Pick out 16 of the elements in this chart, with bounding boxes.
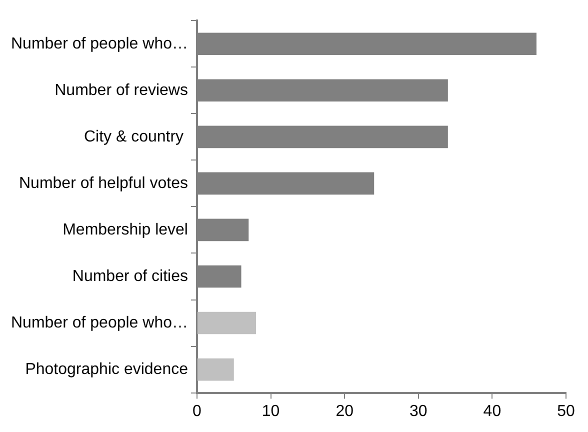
x-tick-label: 50 (557, 402, 575, 420)
x-tick-label: 40 (483, 402, 502, 420)
y-tick-label: Number of reviews (54, 82, 188, 99)
bar (197, 358, 234, 381)
x-tick-label: 30 (409, 402, 428, 420)
y-tick-label: Membership level (62, 221, 188, 238)
y-tick-label: City & country (84, 128, 188, 146)
x-tick-label: 20 (336, 402, 354, 420)
x-tick-label: 0 (192, 402, 202, 420)
y-tick-label: Number of people who… (11, 314, 188, 332)
y-tick-label: Number of cities (72, 268, 188, 285)
x-tick-label: 10 (262, 402, 280, 420)
y-tick-label: Photographic evidence (25, 360, 188, 378)
y-tick-label: Number of people who… (11, 35, 188, 52)
y-tick-label: Number of helpful votes (19, 174, 188, 192)
bar (197, 312, 256, 334)
